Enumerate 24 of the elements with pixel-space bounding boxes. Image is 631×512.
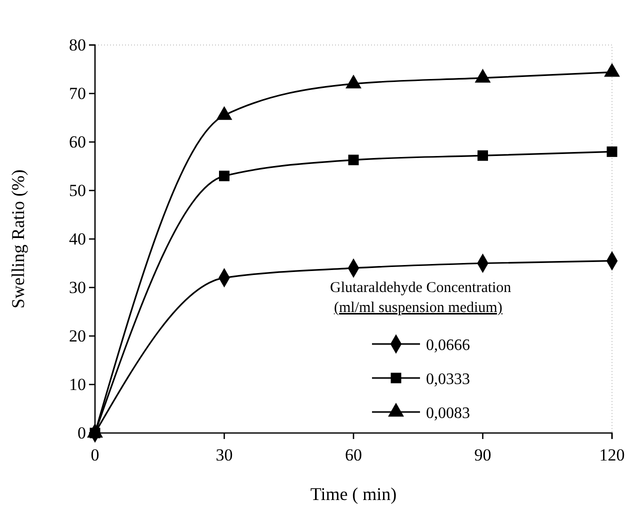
point [606,146,618,157]
y-tick-label: 0 [78,423,86,442]
x-tick-label: 60 [345,446,362,465]
y-tick-label: 70 [69,84,86,103]
x-tick-label: 30 [216,446,233,465]
y-tick-label: 60 [69,132,86,152]
legend-label: 0,0666 [426,337,470,354]
y-axis-title: Swelling Ratio (%) [8,170,28,308]
y-tick-label: 30 [69,278,86,297]
x-tick-label: 0 [90,446,100,465]
legend-label: 0,0083 [426,405,470,422]
legend-title: Glutaraldehyde Concentration (ml/ml suspension medium) [330,280,512,316]
x-axis-title: Time ( min) [310,484,397,504]
point [478,150,488,161]
y-tick-label: 80 [69,35,86,54]
x-tick-label: 90 [474,446,492,465]
legend-label: 0,0333 [426,371,470,388]
x-tick-label: 120 [599,446,625,465]
y-tick-label: 20 [69,326,86,346]
y-tick-label: 50 [69,180,86,200]
point [219,170,230,182]
y-tick-label: 10 [69,374,86,394]
point [348,154,359,166]
y-tick-label: 40 [69,229,86,248]
